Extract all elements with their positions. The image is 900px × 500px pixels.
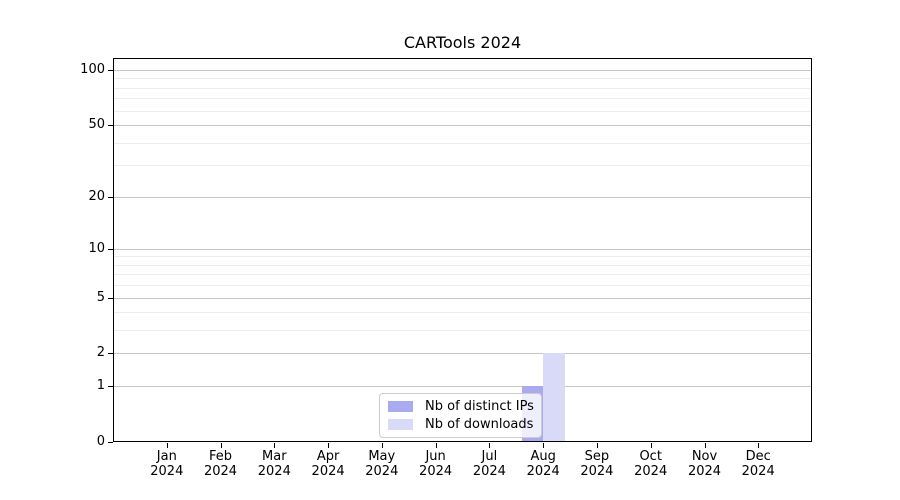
x-tick-year: 2024 — [150, 464, 184, 479]
x-tick-year: 2024 — [634, 464, 668, 479]
y-tick-label: 5 — [96, 289, 105, 305]
y-gridline-major — [113, 386, 812, 388]
x-tick-month: Feb — [208, 449, 233, 464]
x-tick-month: Jan — [156, 449, 177, 464]
legend-label-distinct-ips: Nb of distinct IPs — [425, 399, 534, 415]
gridlines-layer — [113, 58, 812, 442]
x-tick-label: Nov 2024 — [688, 449, 721, 479]
y-gridline-minor — [113, 274, 812, 276]
plot-area — [113, 58, 812, 442]
x-tick-month: Jul — [481, 449, 498, 464]
x-tick-label: Jun 2024 — [419, 449, 452, 479]
legend-label-downloads: Nb of downloads — [425, 416, 534, 432]
bars-layer — [113, 58, 812, 442]
y-gridline-minor — [113, 110, 812, 112]
x-tick-mark — [596, 443, 598, 448]
x-tick-label: Mar 2024 — [258, 449, 291, 479]
x-tick-label: Apr 2024 — [312, 449, 345, 479]
legend-item-distinct-ips: Nb of distinct IPs — [388, 399, 534, 415]
bar-nb-of-downloads — [543, 353, 565, 442]
y-tick-label: 10 — [88, 240, 105, 256]
x-tick-label: Feb 2024 — [204, 449, 237, 479]
y-gridline-minor — [113, 98, 812, 100]
legend-swatch-distinct-ips — [388, 401, 413, 413]
y-tick-label: 2 — [96, 345, 105, 361]
y-gridline-minor — [113, 142, 812, 144]
x-tick-year: 2024 — [580, 464, 614, 479]
x-tick-mark — [328, 443, 330, 448]
y-gridline-minor — [113, 256, 812, 258]
x-tick-label: Oct 2024 — [634, 449, 667, 479]
y-gridline-major — [113, 196, 812, 198]
x-tick-mark — [274, 443, 276, 448]
x-tick-month: Nov — [691, 449, 718, 464]
x-tick-month: Dec — [745, 449, 771, 464]
x-tick-year: 2024 — [257, 464, 291, 479]
y-gridline-major — [113, 125, 812, 126]
x-tick-label: May 2024 — [365, 449, 398, 479]
x-tick-month: Mar — [262, 449, 287, 464]
x-tick-year: 2024 — [419, 464, 453, 479]
y-gridline-minor — [113, 264, 812, 266]
x-tick-year: 2024 — [526, 464, 560, 479]
chart-title: CARTools 2024 — [403, 33, 522, 52]
y-tick-label: 100 — [80, 61, 105, 77]
y-gridline-minor — [113, 78, 812, 80]
legend: Nb of distinct IPs Nb of downloads — [379, 393, 542, 438]
x-tick-month: May — [368, 449, 396, 464]
y-gridline-major — [113, 297, 812, 299]
x-tick-mark — [543, 443, 545, 448]
y-gridline-major — [113, 353, 812, 355]
legend-item-downloads: Nb of downloads — [388, 417, 533, 432]
x-tick-month: Oct — [639, 449, 662, 464]
x-tick-label: Dec 2024 — [742, 449, 775, 479]
legend-swatch-downloads — [388, 418, 413, 430]
y-tick-mark — [108, 125, 113, 126]
x-tick-year: 2024 — [203, 464, 238, 479]
x-tick-month: Aug — [530, 449, 556, 464]
y-tick-mark — [108, 386, 113, 388]
x-tick-label: Jul 2024 — [473, 449, 506, 479]
x-tick-month: Apr — [316, 449, 340, 464]
x-tick-mark — [704, 443, 706, 448]
y-tick-mark — [108, 69, 113, 71]
x-tick-month: Jun — [425, 449, 446, 464]
y-tick-mark — [108, 297, 113, 299]
y-tick-mark — [108, 353, 113, 355]
x-tick-month: Sep — [584, 449, 610, 464]
y-gridline-minor — [113, 312, 812, 314]
x-tick-year: 2024 — [365, 464, 399, 479]
x-tick-mark — [435, 443, 437, 448]
x-tick-mark — [166, 443, 168, 448]
x-tick-mark — [489, 443, 491, 448]
y-tick-label: 1 — [96, 378, 105, 394]
y-gridline-major — [113, 248, 812, 250]
x-tick-mark — [220, 443, 222, 448]
x-tick-year: 2024 — [687, 464, 722, 479]
y-gridline-major — [113, 69, 812, 71]
x-tick-label: Jan 2024 — [150, 449, 183, 479]
y-gridline-minor — [113, 87, 812, 89]
x-tick-mark — [381, 443, 383, 448]
y-tick-label: 0 — [96, 434, 105, 449]
y-gridline-minor — [113, 285, 812, 287]
y-tick-mark — [108, 196, 113, 198]
x-tick-mark — [758, 443, 760, 448]
x-tick-mark — [650, 443, 652, 448]
y-tick-label: 50 — [88, 117, 105, 132]
y-gridline-minor — [113, 330, 812, 332]
y-tick-label: 20 — [88, 188, 105, 204]
y-tick-mark — [108, 442, 113, 443]
x-tick-year: 2024 — [472, 464, 506, 479]
y-tick-mark — [108, 248, 113, 250]
y-gridline-minor — [113, 165, 812, 167]
x-tick-label: Sep 2024 — [580, 449, 613, 479]
x-tick-year: 2024 — [741, 464, 775, 479]
x-tick-label: Aug 2024 — [527, 449, 560, 479]
x-tick-year: 2024 — [311, 464, 345, 479]
